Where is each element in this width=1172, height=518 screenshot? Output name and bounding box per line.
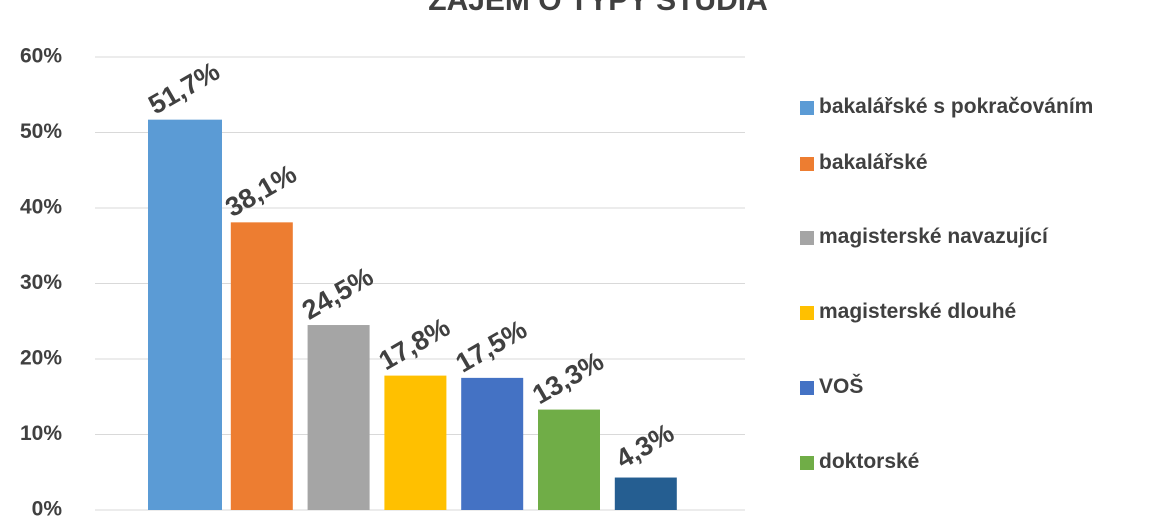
legend-swatch [800, 231, 814, 245]
legend-item: magisterské navazující [800, 220, 1100, 254]
legend-label: doktorské [819, 450, 920, 473]
data-label: 24,5% [297, 261, 378, 325]
y-tick-label: 40% [20, 196, 62, 219]
bar [148, 119, 222, 510]
legend-swatch [800, 381, 814, 395]
y-tick-label: 0% [32, 498, 63, 518]
bar [384, 375, 447, 510]
data-label: 38,1% [220, 159, 301, 223]
bar [461, 377, 524, 510]
legend-item: magisterské dlouhé [800, 295, 1100, 329]
legend-item: bakalářské s pokračováním [800, 90, 1100, 124]
data-label: 13,3% [527, 346, 608, 410]
y-tick-label: 30% [20, 271, 62, 294]
data-label: 4,3% [611, 418, 679, 475]
y-tick-label: 60% [20, 45, 62, 68]
bar [307, 325, 370, 510]
y-tick-label: 50% [20, 120, 62, 143]
data-label: 51,7% [143, 56, 224, 120]
legend-label: magisterské navazující [819, 225, 1048, 248]
bar [538, 409, 600, 510]
data-label: 17,8% [374, 312, 455, 376]
chart-title: ZÁJEM O TYPY STUDIA [428, 0, 768, 17]
legend-label: bakalářské s pokračováním [819, 95, 1094, 118]
legend-swatch [800, 456, 814, 470]
bar [230, 222, 293, 510]
legend-swatch [800, 306, 814, 320]
data-label: 17,5% [451, 314, 532, 378]
legend-item: doktorské [800, 445, 1100, 479]
y-tick-label: 20% [20, 347, 62, 370]
legend-item: VOŠ [800, 370, 1100, 404]
y-tick-label: 10% [20, 422, 62, 445]
bar [614, 477, 677, 510]
legend-swatch [800, 101, 814, 115]
legend-label: bakalářské [819, 151, 928, 174]
legend-label: magisterské dlouhé [819, 300, 1017, 323]
legend-swatch [800, 157, 814, 171]
legend-item: bakalářské [800, 146, 1100, 180]
legend-label: VOŠ [819, 375, 864, 398]
